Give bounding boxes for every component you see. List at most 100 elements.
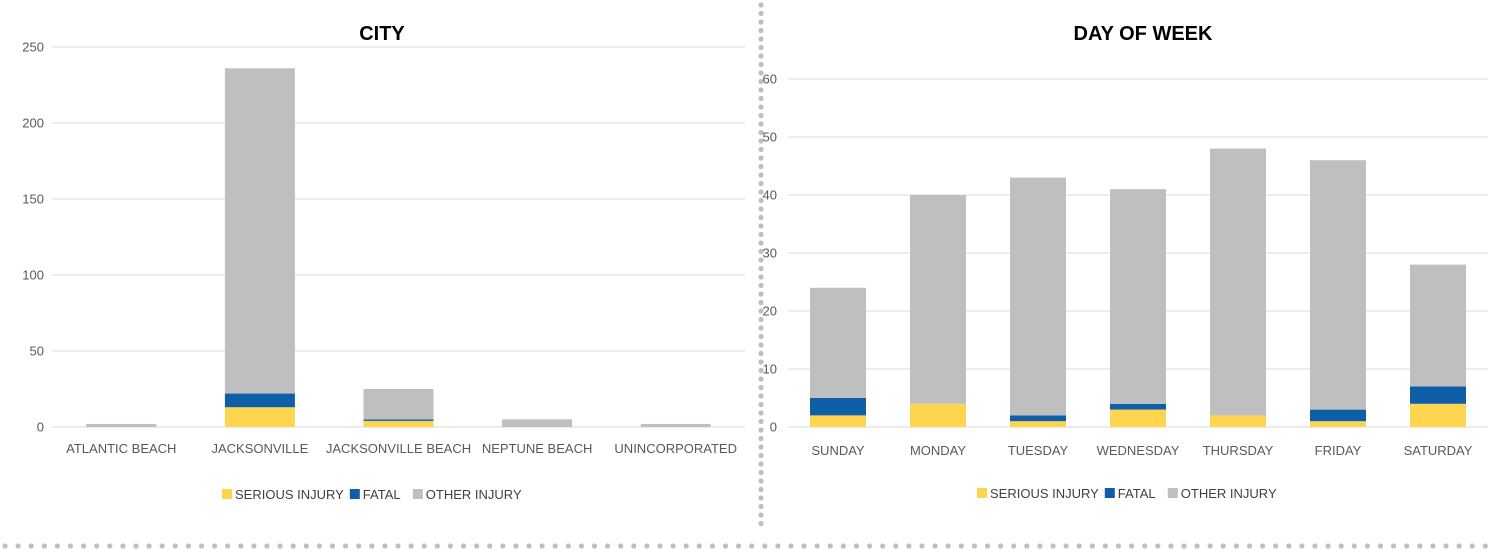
day-x-tick-labels: SUNDAY MONDAY TUESDAY WEDNESDAY THURSDAY FRID… — [811, 443, 1472, 458]
legend-swatch-other-injury — [1167, 488, 1178, 498]
x-tick-label-thursday: THURSDAY — [1203, 443, 1274, 458]
city-x-tick-labels: ATLANTIC BEACH JACKSONVILLE JACKSONVILLE B… — [66, 441, 737, 456]
divider-dot — [758, 316, 764, 323]
divider-dot — [758, 486, 764, 493]
divider-dot — [1050, 543, 1056, 549]
legend-label-serious-injury: SERIOUS INJURY — [235, 487, 344, 502]
x-tick-label-jacksonville: JACKSONVILLE — [211, 441, 308, 456]
y-tick-label: 100 — [22, 268, 44, 283]
city-bars — [86, 68, 711, 427]
day-bars — [810, 148, 1466, 427]
divider-dot — [758, 19, 764, 25]
x-tick-label-unincorporated: UNINCORPORATED — [614, 441, 737, 456]
legend-label-other-injury: OTHER INJURY — [1181, 486, 1277, 501]
divider-dot — [840, 543, 847, 549]
divider-dot — [487, 543, 493, 549]
divider-dot — [539, 543, 545, 549]
divider-dot — [1102, 543, 1108, 549]
bar-sunday-other-injury — [810, 287, 866, 398]
divider-dot — [758, 478, 764, 484]
day-of-week-chart: DAY OF WEEK 0 10 20 30 40 50 60 SUNDAY MONDAY TU… — [763, 23, 1488, 501]
divider-dot — [758, 265, 764, 272]
divider-dot — [867, 543, 873, 549]
bar-sunday-serious-injury — [810, 415, 866, 427]
divider-dot — [1482, 543, 1488, 549]
divider-dot — [758, 418, 764, 425]
divider-dot — [758, 146, 764, 153]
bar-neptune-beach-other-injury — [502, 419, 573, 427]
divider-dot — [369, 543, 375, 549]
divider-dot — [696, 543, 702, 549]
divider-dot — [1207, 543, 1213, 549]
divider-dot — [1312, 543, 1318, 549]
divider-dot — [749, 543, 755, 549]
bar-jacksonville-other-injury — [224, 68, 295, 394]
divider-dot — [932, 543, 938, 549]
divider-dot — [1469, 543, 1475, 549]
divider-dot — [758, 299, 764, 306]
divider-dot — [758, 27, 764, 34]
divider-dot — [758, 342, 764, 348]
divider-dot — [758, 206, 764, 212]
divider-dot — [998, 543, 1004, 549]
divider-dot — [185, 543, 191, 549]
y-tick-label: 30 — [763, 246, 777, 261]
divider-dot — [460, 543, 467, 549]
divider-dot — [225, 543, 231, 549]
bar-thursday-other-injury — [1210, 148, 1266, 416]
divider-dot — [758, 138, 764, 144]
legend-swatch-other-injury — [412, 489, 423, 499]
divider-dot — [758, 274, 764, 280]
bar-tuesday-serious-injury — [1010, 421, 1066, 427]
divider-dot — [775, 543, 781, 549]
divider-dot — [657, 543, 663, 549]
bar-friday-serious-injury — [1310, 421, 1366, 427]
city-chart: CITY 0 50 100 150 200 250 ATLANTIC BEACH JACKS… — [22, 23, 745, 502]
divider-dot — [758, 95, 764, 102]
divider-dot — [758, 70, 764, 76]
city-legend: SERIOUS INJURY FATAL OTHER INJURY — [222, 487, 522, 502]
divider-dot — [758, 461, 764, 467]
day-y-tick-labels: 0 10 20 30 40 50 60 — [763, 72, 777, 435]
bar-monday-serious-injury — [910, 403, 966, 427]
divider-dot — [552, 543, 558, 549]
bar-jacksonville-beach-serious-injury — [363, 420, 434, 427]
bar-tuesday-other-injury — [1010, 177, 1066, 416]
divider-dot — [758, 214, 764, 221]
divider-dot — [758, 163, 764, 170]
divider-dot — [1456, 543, 1462, 549]
divider-dot — [408, 543, 414, 549]
divider-dot — [54, 543, 61, 549]
divider-dot — [1338, 543, 1344, 549]
divider-dot — [758, 376, 764, 382]
divider-dot — [709, 543, 716, 549]
divider-dot — [788, 543, 794, 549]
divider-dot — [758, 87, 764, 93]
divider-dot — [758, 427, 764, 433]
divider-dot — [1417, 543, 1423, 549]
divider-dot — [758, 350, 764, 357]
bar-sunday-fatal — [810, 398, 866, 416]
y-tick-label: 50 — [763, 130, 777, 145]
divider-dot — [631, 543, 637, 549]
bar-wednesday-serious-injury — [1110, 409, 1166, 427]
divider-dot — [120, 543, 126, 549]
divider-dot — [1076, 543, 1082, 549]
divider-dot — [893, 543, 899, 549]
divider-dot — [984, 543, 991, 549]
divider-dot — [758, 359, 764, 365]
divider-dot — [1404, 543, 1410, 549]
bar-friday-other-injury — [1310, 160, 1366, 410]
bar-jacksonville-serious-injury — [224, 407, 295, 427]
divider-dot — [1364, 543, 1370, 549]
divider-dot — [758, 444, 764, 450]
divider-dot — [316, 543, 322, 549]
divider-dot — [906, 543, 912, 549]
bar-jacksonville-beach-fatal — [363, 419, 434, 421]
divider-dot — [578, 543, 585, 549]
bar-saturday-other-injury — [1410, 264, 1466, 387]
y-tick-label: 0 — [770, 420, 777, 435]
divider-dot — [81, 543, 87, 549]
divider-dot — [758, 53, 764, 59]
divider-dot — [1037, 543, 1043, 549]
